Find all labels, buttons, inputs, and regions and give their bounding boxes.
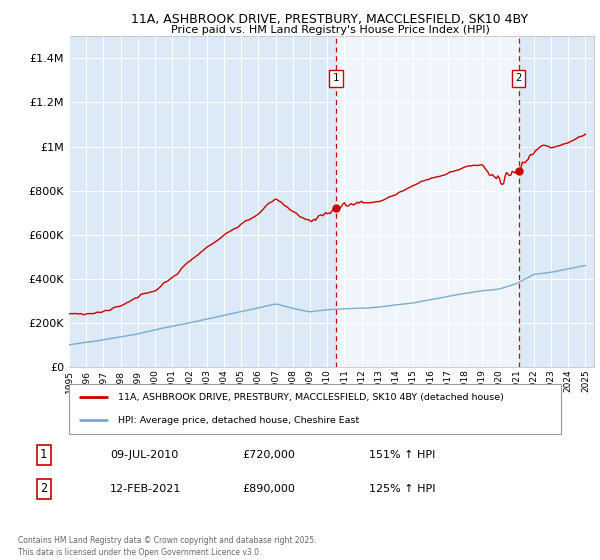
Text: 1: 1 (40, 449, 47, 461)
Text: Contains HM Land Registry data © Crown copyright and database right 2025.
This d: Contains HM Land Registry data © Crown c… (18, 536, 317, 557)
Text: 09-JUL-2010: 09-JUL-2010 (110, 450, 178, 460)
Text: 1: 1 (333, 73, 339, 83)
Text: 11A, ASHBROOK DRIVE, PRESTBURY, MACCLESFIELD, SK10 4BY: 11A, ASHBROOK DRIVE, PRESTBURY, MACCLESF… (131, 13, 529, 26)
Text: HPI: Average price, detached house, Cheshire East: HPI: Average price, detached house, Ches… (118, 416, 359, 425)
Text: 11A, ASHBROOK DRIVE, PRESTBURY, MACCLESFIELD, SK10 4BY (detached house): 11A, ASHBROOK DRIVE, PRESTBURY, MACCLESF… (118, 393, 504, 402)
Text: 151% ↑ HPI: 151% ↑ HPI (369, 450, 436, 460)
Text: 125% ↑ HPI: 125% ↑ HPI (369, 484, 436, 493)
Text: 12-FEB-2021: 12-FEB-2021 (110, 484, 181, 493)
Bar (336, 36, 518, 367)
Text: Price paid vs. HM Land Registry's House Price Index (HPI): Price paid vs. HM Land Registry's House … (170, 25, 490, 35)
Text: 2: 2 (40, 482, 47, 495)
Text: £890,000: £890,000 (242, 484, 295, 493)
FancyBboxPatch shape (69, 384, 561, 434)
Text: 2: 2 (515, 73, 522, 83)
Text: £720,000: £720,000 (242, 450, 295, 460)
